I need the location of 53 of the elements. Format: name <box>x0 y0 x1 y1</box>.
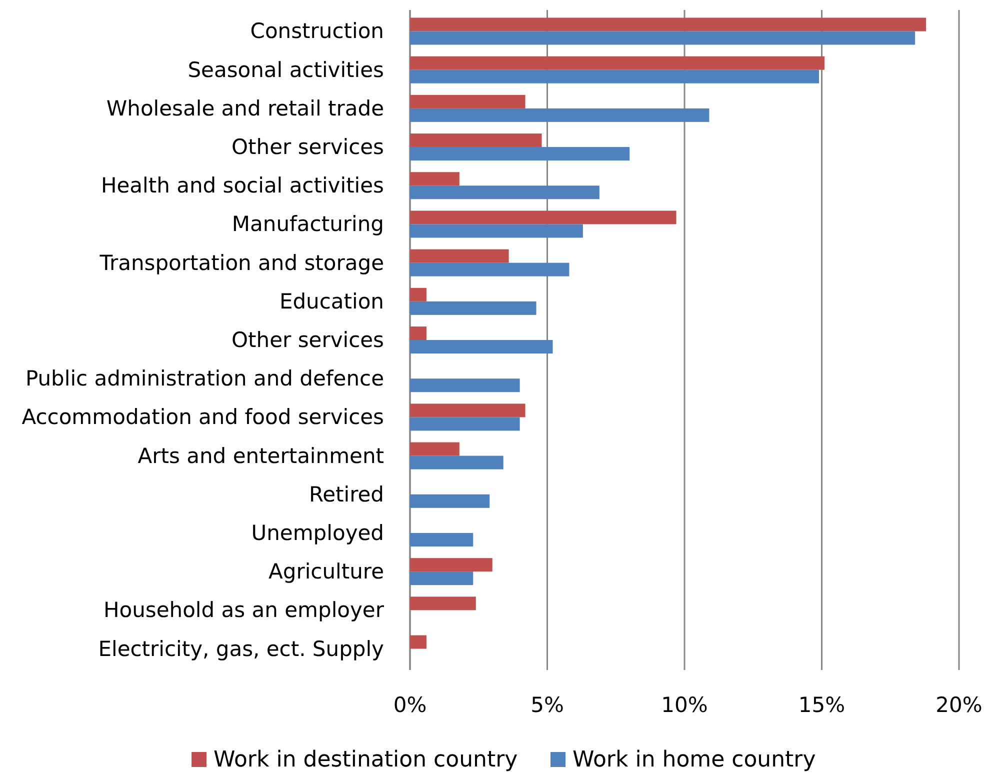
y-tick-label: Wholesale and retail trade <box>106 96 384 120</box>
bar <box>410 186 600 200</box>
y-tick-label: Health and social activities <box>100 174 384 198</box>
bar <box>410 404 526 418</box>
legend-label: Work in home country <box>572 748 816 772</box>
bar <box>410 417 520 431</box>
bar <box>410 494 490 508</box>
bar <box>410 596 476 610</box>
y-tick-label: Other services <box>232 135 384 160</box>
bar <box>410 442 460 456</box>
y-tick-label: Manufacturing <box>232 212 384 236</box>
bar <box>410 635 426 649</box>
legend-label: Work in destination country <box>214 748 518 772</box>
y-tick-label: Transportation and storage <box>98 250 384 275</box>
bar <box>410 558 492 572</box>
bar <box>410 340 553 354</box>
bar <box>410 70 820 84</box>
y-tick-label: Education <box>279 289 384 314</box>
x-tick-label: 5% <box>530 693 564 717</box>
bar <box>410 18 926 32</box>
bar <box>410 378 520 392</box>
bar <box>410 456 504 470</box>
y-tick-label: Arts and entertainment <box>138 444 384 468</box>
bar <box>410 172 460 186</box>
y-tick-label: Accommodation and food services <box>22 405 384 430</box>
x-tick-label: 0% <box>393 693 427 717</box>
x-tick-label: 15% <box>798 693 846 717</box>
y-tick-label: Public administration and defence <box>25 366 384 391</box>
bar <box>410 94 526 108</box>
bar <box>410 301 536 315</box>
y-tick-label: Construction <box>250 19 384 44</box>
bar <box>410 224 583 238</box>
bar <box>410 249 509 263</box>
bar <box>410 326 426 340</box>
bar <box>410 31 916 45</box>
y-tick-label: Other services <box>232 328 384 352</box>
bar <box>410 56 824 70</box>
bar <box>410 108 710 122</box>
y-tick-label: Household as an employer <box>103 598 384 622</box>
x-tick-label: 20% <box>936 693 982 717</box>
y-tick-label: Unemployed <box>251 520 384 545</box>
bar <box>410 262 570 276</box>
bar <box>410 134 542 148</box>
y-tick-label: Seasonal activities <box>188 58 384 82</box>
bar <box>410 147 630 161</box>
bar <box>410 210 676 224</box>
y-tick-label: Retired <box>308 482 384 506</box>
bar <box>410 532 474 546</box>
bar <box>410 572 474 586</box>
x-tick-label: 10% <box>661 693 708 717</box>
y-tick-label: Electricity, gas, ect. Supply <box>98 636 384 661</box>
y-tick-label: Agriculture <box>268 560 384 584</box>
bar <box>410 288 426 302</box>
